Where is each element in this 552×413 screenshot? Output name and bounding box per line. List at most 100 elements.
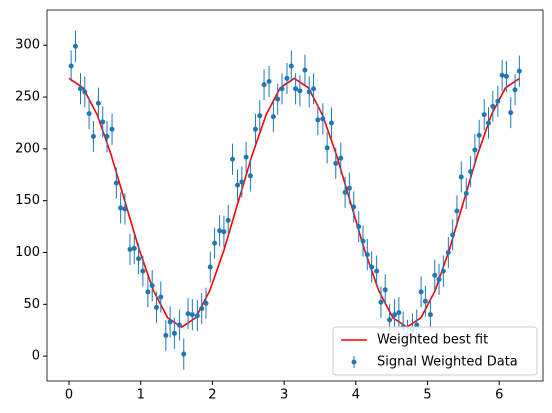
data-point [495, 98, 501, 104]
data-point [266, 79, 272, 85]
data-point [306, 89, 312, 95]
data-point [185, 311, 191, 317]
data-point [279, 86, 285, 92]
data-point [225, 217, 231, 223]
data-point [104, 133, 110, 139]
data-point [235, 182, 241, 188]
data-point [86, 111, 92, 117]
data-point [320, 116, 326, 122]
data-point [374, 268, 380, 274]
data-point [508, 110, 514, 116]
data-point [252, 126, 258, 132]
data-point [364, 252, 370, 258]
data-point [432, 272, 438, 278]
data-point [221, 229, 227, 235]
x-tick-label: 1 [137, 388, 145, 403]
y-tick-label: 150 [15, 193, 40, 208]
x-tick-label: 3 [280, 388, 288, 403]
data-point [436, 276, 442, 282]
data-point [77, 86, 83, 92]
data-point [463, 190, 469, 196]
data-point [382, 287, 388, 293]
data-point [95, 100, 101, 106]
data-point [194, 313, 200, 319]
data-point [82, 89, 88, 95]
data-point [270, 114, 276, 120]
x-tick-label: 6 [495, 388, 503, 403]
data-point [293, 86, 299, 92]
data-point [297, 88, 303, 94]
data-point [176, 322, 182, 328]
data-point [486, 120, 492, 126]
legend-box [332, 326, 538, 376]
data-point [392, 312, 398, 318]
data-point [153, 304, 159, 310]
data-point [490, 103, 496, 109]
data-point [122, 206, 128, 212]
data-point [445, 249, 451, 255]
data-point [217, 228, 223, 234]
data-point [203, 300, 209, 306]
data-point [171, 330, 177, 336]
data-point [127, 246, 133, 252]
data-point [118, 205, 124, 211]
x-tick-label: 5 [423, 388, 431, 403]
data-point [333, 160, 339, 166]
data-point [140, 268, 146, 274]
data-point [422, 298, 428, 304]
data-point [109, 126, 115, 132]
data-point [346, 185, 352, 191]
data-point [284, 75, 290, 81]
legend-label: Signal Weighted Data [377, 355, 518, 370]
x-tick-label: 4 [352, 388, 360, 403]
data-point [163, 332, 169, 338]
data-point [427, 312, 433, 318]
data-point [230, 156, 236, 162]
data-point [311, 86, 317, 92]
data-point [189, 312, 195, 318]
data-point [414, 322, 420, 328]
data-point [481, 112, 487, 118]
data-point [499, 72, 505, 78]
data-point [145, 289, 151, 295]
data-point [149, 283, 155, 289]
data-point [342, 189, 348, 195]
data-point [351, 204, 357, 210]
data-point [387, 317, 393, 323]
data-point [472, 147, 478, 153]
data-point [90, 133, 96, 139]
data-point [360, 238, 366, 244]
data-point [131, 245, 137, 251]
data-point [516, 68, 522, 74]
data-point [136, 256, 142, 262]
data-point [257, 113, 263, 119]
y-tick-label: 200 [15, 141, 40, 156]
data-point [302, 67, 308, 73]
data-point [454, 208, 460, 214]
data-point [275, 96, 281, 102]
data-point [243, 154, 249, 160]
fit-line [68, 77, 520, 329]
data-point [458, 174, 464, 180]
data-point [369, 264, 375, 270]
data-point [199, 305, 205, 311]
data-point [113, 180, 119, 186]
data-point [288, 63, 294, 69]
data-point [418, 289, 424, 295]
data-point [512, 87, 518, 93]
x-tick-label: 2 [208, 388, 216, 403]
data-point [158, 294, 164, 300]
data-point [167, 319, 173, 325]
y-tick-label: 50 [23, 297, 40, 312]
data-point [440, 268, 446, 274]
y-tick-label: 0 [32, 349, 40, 364]
data-point [212, 240, 218, 246]
legend-label: Weighted best fit [377, 333, 488, 348]
data-point [378, 299, 384, 305]
data-point [261, 82, 267, 88]
data-point [476, 132, 482, 138]
data-point [247, 173, 253, 179]
data-point [100, 119, 106, 125]
data-point [503, 73, 509, 79]
